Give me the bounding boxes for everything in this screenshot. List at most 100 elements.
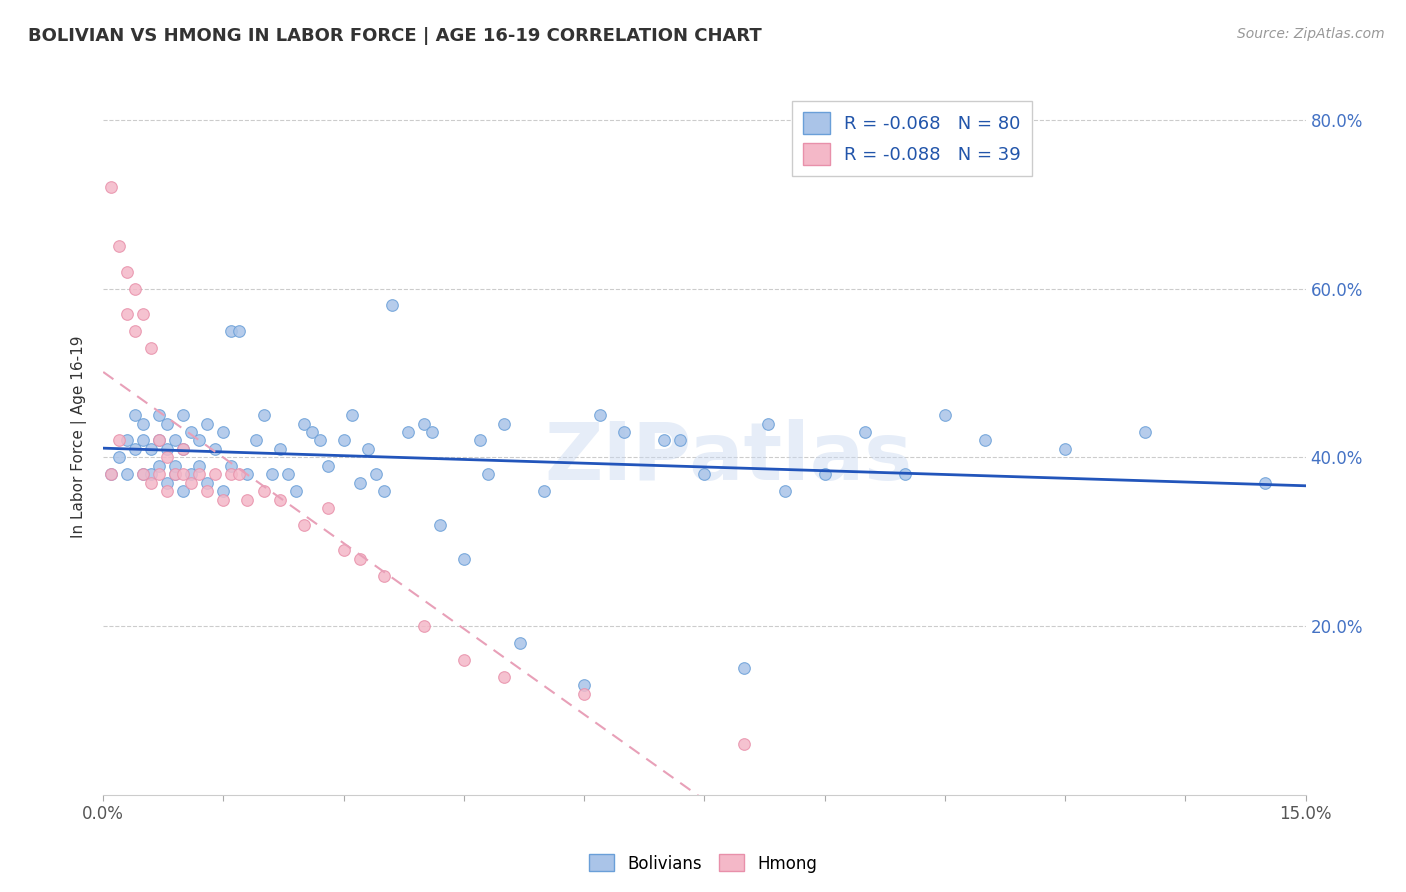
Point — [197, 475, 219, 490]
Point — [188, 434, 211, 448]
Point — [509, 636, 531, 650]
Point — [124, 324, 146, 338]
Point — [117, 265, 139, 279]
Point — [156, 450, 179, 465]
Point — [893, 467, 915, 482]
Point — [148, 408, 170, 422]
Point — [245, 434, 267, 448]
Point — [349, 475, 371, 490]
Point — [188, 458, 211, 473]
Point — [412, 619, 434, 633]
Point — [269, 442, 291, 456]
Point — [349, 551, 371, 566]
Point — [292, 517, 315, 532]
Point — [758, 417, 780, 431]
Legend: R = -0.068   N = 80, R = -0.088   N = 39: R = -0.068 N = 80, R = -0.088 N = 39 — [792, 101, 1032, 176]
Point — [301, 425, 323, 439]
Legend: Bolivians, Hmong: Bolivians, Hmong — [582, 847, 824, 880]
Point — [412, 417, 434, 431]
Point — [269, 492, 291, 507]
Point — [124, 408, 146, 422]
Point — [156, 417, 179, 431]
Point — [180, 467, 202, 482]
Point — [180, 475, 202, 490]
Point — [108, 450, 131, 465]
Y-axis label: In Labor Force | Age 16-19: In Labor Force | Age 16-19 — [72, 335, 87, 538]
Point — [228, 467, 250, 482]
Text: Source: ZipAtlas.com: Source: ZipAtlas.com — [1237, 27, 1385, 41]
Point — [396, 425, 419, 439]
Point — [212, 484, 235, 499]
Point — [572, 687, 595, 701]
Point — [332, 434, 354, 448]
Point — [228, 324, 250, 338]
Point — [733, 738, 755, 752]
Point — [252, 484, 274, 499]
Point — [172, 442, 194, 456]
Point — [533, 484, 555, 499]
Point — [589, 408, 612, 422]
Point — [100, 467, 122, 482]
Point — [429, 517, 451, 532]
Point — [132, 467, 155, 482]
Point — [165, 434, 187, 448]
Point — [148, 458, 170, 473]
Point — [252, 408, 274, 422]
Point — [148, 467, 170, 482]
Point — [141, 475, 163, 490]
Point — [853, 425, 876, 439]
Point — [669, 434, 692, 448]
Point — [212, 425, 235, 439]
Point — [180, 425, 202, 439]
Point — [1135, 425, 1157, 439]
Point — [773, 484, 796, 499]
Point — [221, 458, 243, 473]
Point — [132, 417, 155, 431]
Point — [381, 298, 404, 312]
Point — [156, 442, 179, 456]
Point — [117, 467, 139, 482]
Point — [197, 484, 219, 499]
Point — [212, 492, 235, 507]
Point — [316, 458, 339, 473]
Point — [124, 281, 146, 295]
Point — [813, 467, 835, 482]
Point — [197, 417, 219, 431]
Point — [204, 467, 226, 482]
Point — [340, 408, 363, 422]
Point — [221, 467, 243, 482]
Point — [492, 417, 515, 431]
Point — [284, 484, 307, 499]
Point — [141, 467, 163, 482]
Point — [132, 434, 155, 448]
Point — [124, 442, 146, 456]
Point — [141, 341, 163, 355]
Point — [188, 467, 211, 482]
Point — [477, 467, 499, 482]
Point — [141, 442, 163, 456]
Point — [316, 501, 339, 516]
Point — [1054, 442, 1077, 456]
Point — [204, 442, 226, 456]
Point — [156, 484, 179, 499]
Point — [156, 475, 179, 490]
Point — [165, 467, 187, 482]
Text: ZIPatlas: ZIPatlas — [544, 418, 912, 497]
Point — [373, 484, 395, 499]
Point — [221, 324, 243, 338]
Point — [277, 467, 299, 482]
Point — [117, 434, 139, 448]
Point — [165, 458, 187, 473]
Point — [1254, 475, 1277, 490]
Text: BOLIVIAN VS HMONG IN LABOR FORCE | AGE 16-19 CORRELATION CHART: BOLIVIAN VS HMONG IN LABOR FORCE | AGE 1… — [28, 27, 762, 45]
Point — [108, 434, 131, 448]
Point — [260, 467, 283, 482]
Point — [132, 467, 155, 482]
Point — [468, 434, 491, 448]
Point — [172, 484, 194, 499]
Point — [108, 239, 131, 253]
Point — [172, 442, 194, 456]
Point — [974, 434, 997, 448]
Point — [652, 434, 675, 448]
Point — [308, 434, 330, 448]
